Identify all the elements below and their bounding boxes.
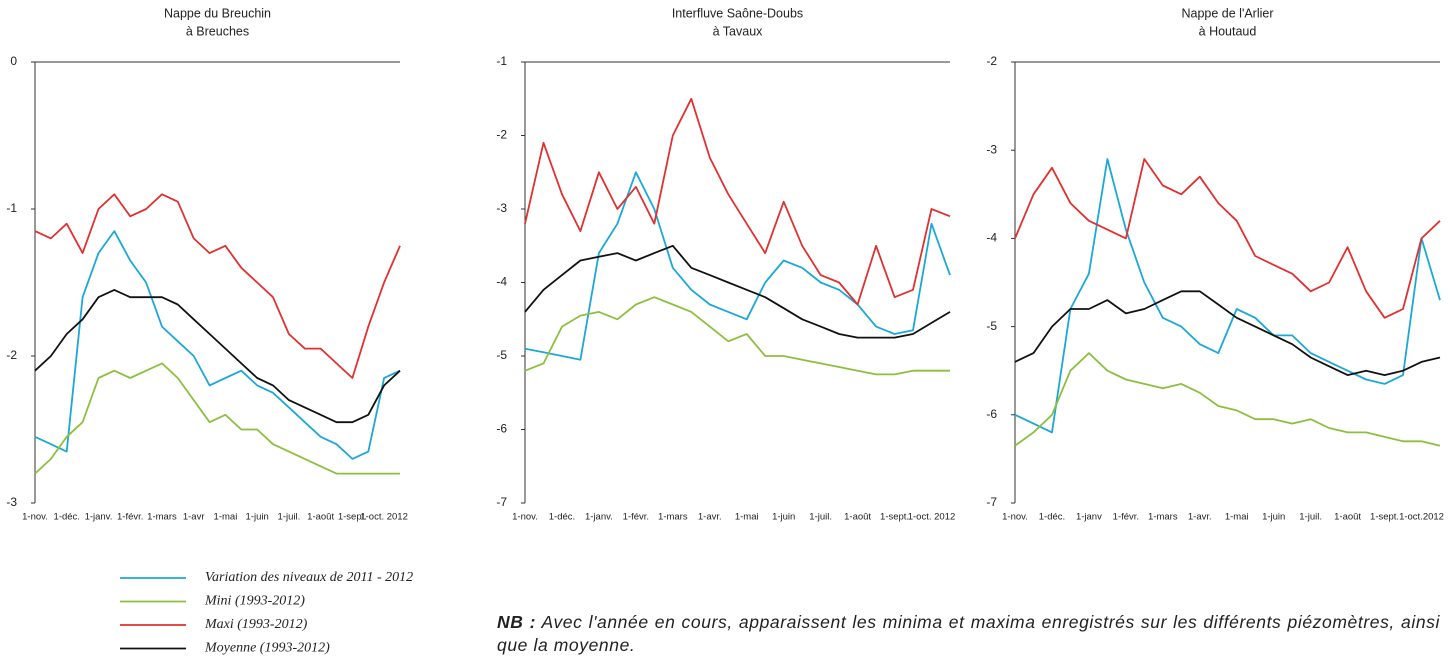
series-line xyxy=(1014,290,1441,376)
y-tick-label: -6 xyxy=(986,407,997,421)
x-tick-label: 1-sept. xyxy=(1370,512,1399,523)
x-tick-label: 1-nov. xyxy=(1002,512,1028,523)
series-line xyxy=(524,97,951,306)
x-tick-label: 1-avr. xyxy=(1188,512,1212,523)
y-tick-label: -2 xyxy=(986,54,997,68)
x-tick-label: 1-juin xyxy=(1262,512,1285,523)
chart-title: Interfluve Saône-Doubs xyxy=(672,6,803,20)
y-tick-label: -5 xyxy=(986,319,997,333)
series-line xyxy=(1014,158,1441,434)
chart-title: à Breuches xyxy=(186,24,249,38)
x-tick-label: 1-juil. xyxy=(1299,512,1322,523)
y-tick-label: -3 xyxy=(6,495,17,509)
x-tick-label: 1-juin xyxy=(246,512,269,523)
x-tick-label: 1-mars xyxy=(658,512,688,523)
x-tick-label: 1-mars xyxy=(147,512,177,523)
series-line xyxy=(34,193,401,379)
y-tick-label: -6 xyxy=(496,422,507,436)
x-tick-label: 1-nov. xyxy=(22,512,48,523)
x-tick-label: 1-sept. xyxy=(338,512,367,523)
y-tick-label: -4 xyxy=(986,231,997,245)
y-tick-label: -7 xyxy=(986,495,997,509)
series-line xyxy=(1014,352,1441,447)
note-text: Avec l'année en cours, apparaissent les … xyxy=(497,612,1440,655)
y-tick-label: -5 xyxy=(496,348,507,362)
y-tick-label: -1 xyxy=(496,54,507,68)
y-tick-label: -2 xyxy=(496,128,507,142)
series-line xyxy=(524,171,951,361)
x-tick-label: 1-août xyxy=(844,512,871,523)
x-tick-label: 1-janv. xyxy=(85,512,113,523)
x-tick-label: 1-déc. xyxy=(54,512,80,523)
x-tick-label: 1-oct. 2012 xyxy=(908,512,956,523)
x-tick-label: 1-juil. xyxy=(809,512,832,523)
x-tick-label: 1-mai xyxy=(1225,512,1249,523)
series-line xyxy=(524,296,950,376)
x-tick-label: 1-déc. xyxy=(1039,512,1065,523)
x-tick-label: 1-nov. xyxy=(512,512,538,523)
legend-label: Mini (1993-2012) xyxy=(204,594,305,609)
x-tick-label: 1-août xyxy=(307,512,334,523)
x-tick-label: 1-mars xyxy=(1148,512,1178,523)
x-tick-label: 1-févr. xyxy=(117,512,143,523)
legend-label: Moyenne (1993-2012) xyxy=(204,641,330,656)
series-line xyxy=(34,289,401,424)
note-label: NB : xyxy=(497,612,537,632)
series-line xyxy=(34,362,400,475)
x-tick-label: 1-sept. xyxy=(880,512,909,523)
legend-label: Maxi (1993-2012) xyxy=(204,617,308,632)
y-tick-label: -4 xyxy=(496,275,507,289)
chart-title: Nappe de l'Arlier xyxy=(1181,6,1273,20)
y-tick-label: -3 xyxy=(986,142,997,156)
chart-title: Nappe du Breuchin xyxy=(164,6,271,20)
series-line xyxy=(524,244,951,339)
x-tick-label: 1-août xyxy=(1334,512,1361,523)
y-tick-label: -2 xyxy=(6,348,17,362)
note: NB : Avec l'année en cours, apparaissent… xyxy=(497,611,1440,657)
series-line xyxy=(1014,158,1441,319)
y-tick-label: -1 xyxy=(6,201,17,215)
x-tick-label: 1-avr xyxy=(183,512,205,523)
chart-title: à Houtaud xyxy=(1199,24,1257,38)
x-tick-label: 1-déc. xyxy=(549,512,575,523)
x-tick-label: 1-juin xyxy=(772,512,795,523)
chart-title: à Tavaux xyxy=(713,24,764,38)
x-tick-label: 1-oct.2012 xyxy=(1399,512,1444,523)
y-tick-label: 0 xyxy=(10,54,17,68)
x-tick-label: 1-avr. xyxy=(698,512,722,523)
x-tick-label: 1-mai xyxy=(735,512,759,523)
legend-label: Variation des niveaux de 2011 - 2012 xyxy=(205,570,413,585)
series-line xyxy=(34,230,401,460)
x-tick-label: 1-févr. xyxy=(623,512,649,523)
x-tick-label: 1-oct. 2012 xyxy=(360,512,408,523)
y-tick-label: -3 xyxy=(496,201,507,215)
x-tick-label: 1-juil. xyxy=(278,512,301,523)
x-tick-label: 1-mai xyxy=(214,512,238,523)
x-tick-label: 1-janv xyxy=(1076,512,1102,523)
x-tick-label: 1-févr. xyxy=(1113,512,1139,523)
y-tick-label: -7 xyxy=(496,495,507,509)
x-tick-label: 1-janv. xyxy=(585,512,613,523)
